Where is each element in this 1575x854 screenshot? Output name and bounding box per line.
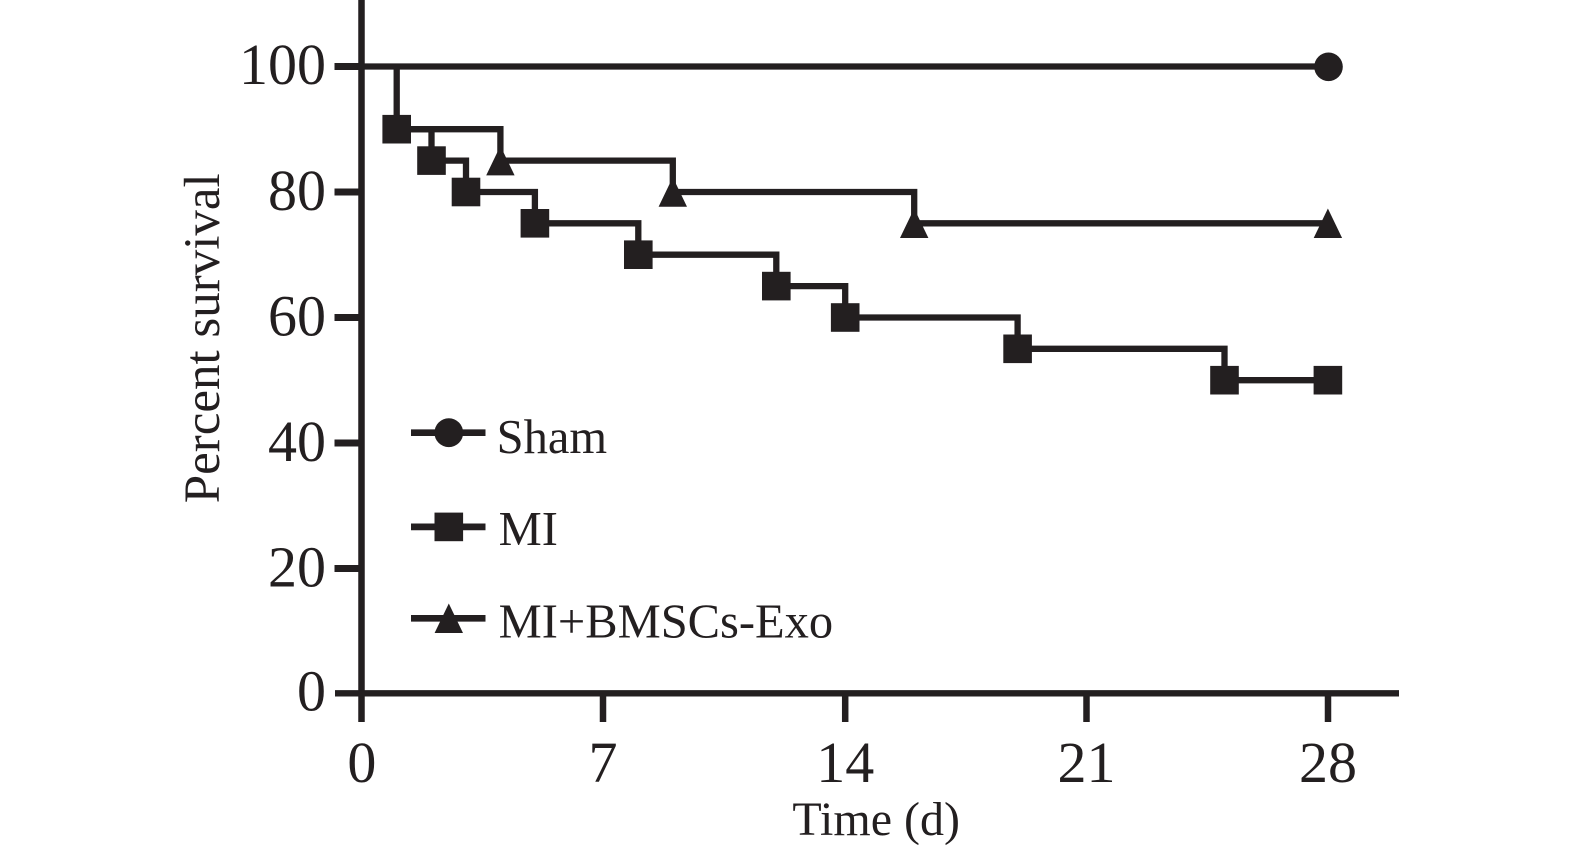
svg-text:40: 40 [268, 409, 326, 474]
svg-text:Time (d): Time (d) [792, 793, 960, 846]
svg-text:Percent survival: Percent survival [175, 173, 231, 503]
svg-text:80: 80 [268, 158, 326, 223]
svg-text:MI: MI [499, 503, 558, 556]
svg-text:21: 21 [1058, 730, 1116, 795]
svg-text:60: 60 [268, 284, 326, 349]
svg-text:14: 14 [816, 730, 874, 795]
svg-text:MI+BMSCs-Exo: MI+BMSCs-Exo [499, 596, 834, 649]
svg-text:0: 0 [297, 659, 326, 724]
svg-text:28: 28 [1299, 730, 1357, 795]
svg-text:Sham: Sham [497, 411, 607, 464]
svg-text:7: 7 [589, 730, 618, 795]
svg-text:20: 20 [268, 535, 326, 600]
svg-text:100: 100 [239, 32, 326, 97]
svg-text:0: 0 [347, 730, 376, 795]
